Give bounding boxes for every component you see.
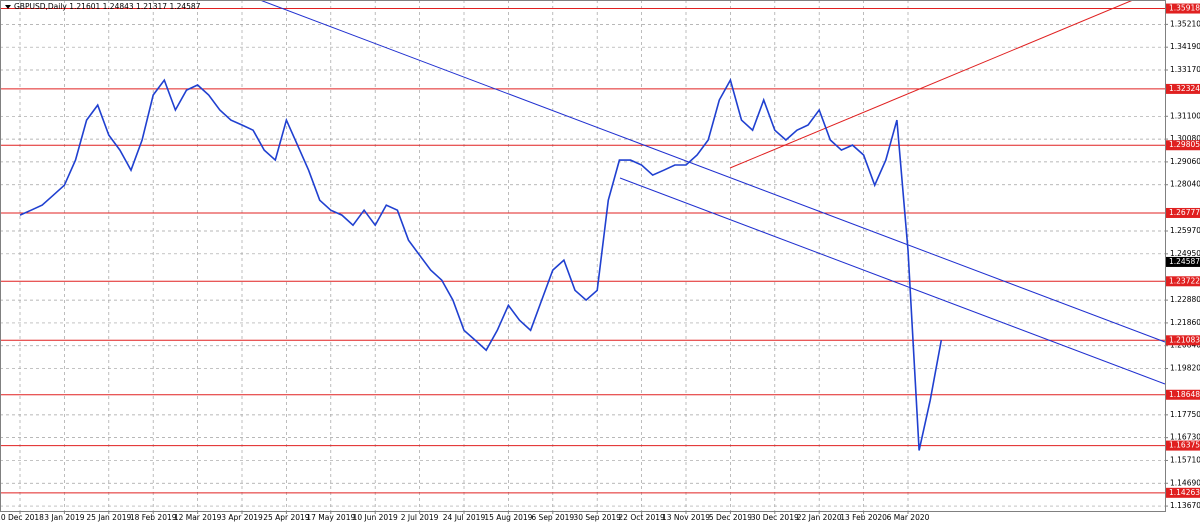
level-label-box (1166, 440, 1200, 451)
chart-title: GBPUSD,Daily 1.21601 1.24843 1.21317 1.2… (14, 2, 201, 11)
level-label-box (1166, 487, 1200, 498)
x-tick-label: 13 Feb 2020 (840, 513, 887, 522)
level-label: 1.35918 (1169, 4, 1200, 13)
level-label-box (1166, 335, 1200, 346)
level-label-box (1166, 140, 1200, 151)
level-label-box (1166, 83, 1200, 94)
y-tick-label: 1.30080 (1170, 134, 1200, 143)
y-tick-label: 1.31100 (1170, 111, 1200, 120)
trend-line (259, 0, 1166, 343)
y-tick-label: 1.29060 (1170, 157, 1200, 166)
level-label: 1.16375 (1169, 441, 1200, 450)
level-label: 1.29805 (1169, 140, 1200, 149)
y-tick-label: 1.34190 (1170, 42, 1200, 51)
level-label: 1.32324 (1169, 84, 1200, 93)
y-tick-label: 1.22880 (1170, 295, 1200, 304)
y-tick-label: 1.24950 (1170, 249, 1200, 258)
level-label-box (1166, 389, 1200, 400)
x-tick-label: 25 Apr 2019 (263, 513, 310, 522)
y-tick-label: 1.19820 (1170, 364, 1200, 373)
x-tick-label: 25 Jan 2019 (86, 513, 131, 522)
y-tick-label: 1.35210 (1170, 19, 1200, 28)
y-tick-label: 1.28040 (1170, 180, 1200, 189)
x-tick-label: 6 Sep 2019 (531, 513, 574, 522)
x-tick-label: 17 May 2019 (306, 513, 355, 522)
x-tick-label: 18 Feb 2019 (130, 513, 177, 522)
y-tick-label: 1.14690 (1170, 478, 1200, 487)
x-tick-label: 2 Jul 2019 (401, 513, 439, 522)
current-price-box (1166, 256, 1200, 267)
y-tick-label: 1.16730 (1170, 433, 1200, 442)
x-tick-label: 3 Jan 2019 (44, 513, 84, 522)
x-tick-label: 22 Oct 2019 (618, 513, 665, 522)
x-tick-label: 3 Apr 2019 (221, 513, 263, 522)
level-label: 1.18648 (1169, 390, 1200, 399)
x-tick-label: 5 Dec 2019 (709, 513, 752, 522)
y-tick-label: 1.13670 (1170, 501, 1200, 510)
x-tick-label: 13 Nov 2019 (662, 513, 710, 522)
level-label-box (1166, 276, 1200, 287)
level-label: 1.23722 (1169, 276, 1200, 285)
y-tick-label: 1.33170 (1170, 65, 1200, 74)
y-tick-label: 1.17750 (1170, 410, 1200, 419)
level-label: 1.14263 (1169, 488, 1200, 497)
x-tick-label: 15 Aug 2019 (484, 513, 532, 522)
x-tick-label: 30 Sep 2019 (573, 513, 621, 522)
trend-line (619, 177, 1166, 385)
level-label-box (1166, 3, 1200, 14)
x-tick-label: 30 Dec 2019 (751, 513, 799, 522)
x-tick-label: 22 Jan 2020 (797, 513, 842, 522)
y-tick-label: 1.25970 (1170, 226, 1200, 235)
y-tick-label: 1.21860 (1170, 318, 1200, 327)
x-tick-label: 10 Dec 2018 (0, 513, 44, 522)
x-tick-label: 6 Mar 2020 (887, 513, 930, 522)
y-tick-label: 1.15710 (1170, 455, 1200, 464)
level-label: 1.21083 (1169, 335, 1200, 344)
level-label: 1.26777 (1169, 208, 1200, 217)
level-label-box (1166, 207, 1200, 218)
menu-arrow[interactable] (5, 5, 11, 9)
x-tick-label: 12 Mar 2019 (174, 513, 222, 522)
price-line (19, 78, 943, 451)
trend-line (729, 0, 1134, 169)
x-tick-label: 10 Jun 2019 (353, 513, 398, 522)
current-price-label: 1.24587 (1169, 257, 1200, 266)
x-tick-label: 24 Jul 2019 (443, 513, 486, 522)
plot-border (0, 0, 1166, 512)
